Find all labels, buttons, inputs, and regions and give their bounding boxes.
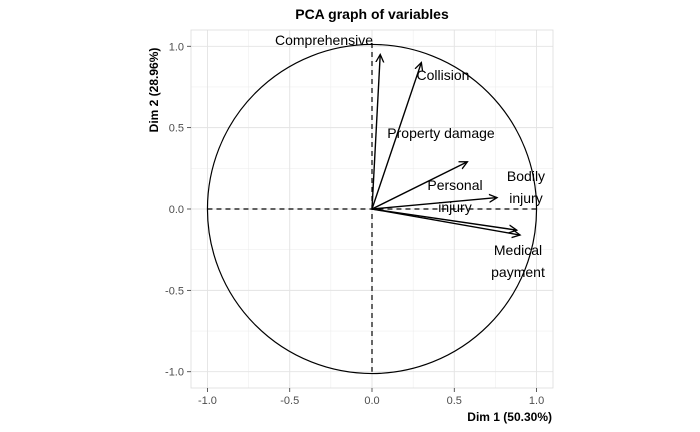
y-tick-label: -1.0 <box>165 367 184 379</box>
x-tick-label: 1.0 <box>529 395 544 407</box>
x-tick-label: -0.5 <box>280 395 299 407</box>
label-line: Comprehensive <box>275 32 373 48</box>
y-tick-label: 0.5 <box>169 123 184 135</box>
x-tick-label: -1.0 <box>198 395 217 407</box>
variable-arrows <box>371 54 520 235</box>
label-collision: Collision <box>417 67 470 83</box>
origin-axes <box>207 43 540 372</box>
x-tick-label: 0.0 <box>364 395 379 407</box>
y-tick-label: 0.0 <box>169 204 184 216</box>
x-tick-label: 0.5 <box>447 395 462 407</box>
arrow-bodily-injury <box>371 198 497 210</box>
variable-labels: Comprehensive Collision Property damage Bod… <box>275 32 545 280</box>
label-line: payment <box>491 264 545 280</box>
label-line: Medical <box>494 242 542 258</box>
label-comprehensive: Comprehensive <box>275 32 373 48</box>
label-line: Personal <box>427 177 482 193</box>
arrow-comprehensive <box>371 54 380 210</box>
label-property-damage: Property damage <box>387 125 495 141</box>
label-line: Property damage <box>387 125 495 141</box>
y-tick-label: -0.5 <box>165 285 184 297</box>
label-line: injury <box>438 199 471 215</box>
y-tick-label: 1.0 <box>169 41 184 53</box>
arrow-personal-injury <box>371 208 517 230</box>
label-line: Bodily <box>507 168 545 184</box>
x-axis-title: Dim 1 (50.30%) <box>467 410 552 424</box>
label-line: Collision <box>417 67 470 83</box>
label-personal-injury: Personal injury <box>427 177 482 215</box>
label-bodily-injury: Bodily injury <box>507 168 545 206</box>
y-axis-title: Dim 2 (28.96%) <box>147 48 161 133</box>
x-ticks: -1.0 -0.5 0.0 0.5 1.0 <box>198 388 544 407</box>
y-ticks: -1.0 -0.5 0.0 0.5 1.0 <box>165 41 191 379</box>
label-medical-payment: Medical payment <box>491 242 545 280</box>
arrow-medical-payment <box>371 208 520 235</box>
unit-circle <box>206 43 538 375</box>
label-line: injury <box>509 190 542 206</box>
chart-title: PCA graph of variables <box>295 6 449 22</box>
arrow-property-damage <box>371 162 467 210</box>
arrow-collision <box>371 63 421 210</box>
